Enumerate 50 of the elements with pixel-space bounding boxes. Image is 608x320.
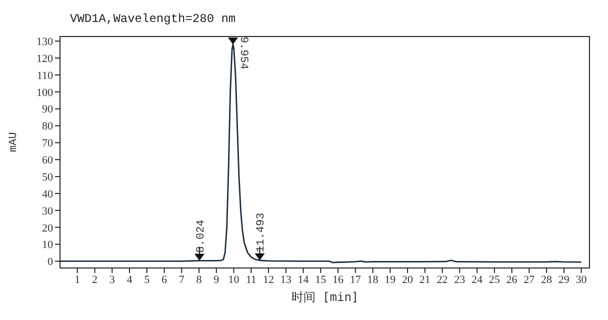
x-tick-label: 14 [298, 274, 310, 286]
y-tick-label: 100 [36, 86, 54, 99]
x-tick-label: 22 [436, 274, 448, 286]
x-tick-label: 19 [384, 274, 396, 286]
x-tick-label: 11 [246, 274, 256, 286]
annotation: 8.024 [195, 219, 208, 253]
y-tick-label: 30 [42, 205, 54, 218]
x-tick-label: 3 [109, 274, 116, 286]
y-tick-label: 60 [42, 154, 54, 167]
x-tick-label: 12 [263, 274, 274, 286]
x-tick-label: 6 [162, 274, 168, 286]
x-tick-label: 18 [367, 274, 379, 286]
x-axis-title: 时间 [min] [291, 290, 359, 304]
y-tick-label: 90 [42, 104, 54, 116]
x-tick-label: 28 [541, 274, 553, 286]
x-tick-label: 4 [126, 274, 133, 286]
y-tick-label: 130 [36, 36, 54, 48]
x-tick-label: 30 [576, 274, 588, 286]
y-tick-label: 0 [48, 256, 54, 268]
x-tick-label: 2 [92, 274, 98, 286]
x-tick-label: 29 [558, 274, 570, 286]
y-tick-label: 120 [36, 52, 54, 65]
y-tick-label: 40 [42, 188, 54, 200]
y-tick-label: 70 [42, 138, 54, 150]
x-tick-label: 17 [350, 274, 362, 286]
x-tick-label: 21 [419, 274, 430, 286]
x-tick-label: 27 [524, 274, 536, 286]
x-tick-label: 23 [454, 274, 466, 286]
x-tick-label: 26 [506, 274, 518, 286]
x-tick-label: 25 [488, 274, 500, 286]
x-tick-label: 8 [196, 274, 202, 286]
annotation: 9.954 [236, 36, 249, 70]
y-tick-label: 10 [42, 239, 54, 252]
x-tick-label: 7 [178, 274, 185, 286]
y-axis-title: mAU [8, 132, 20, 152]
x-tick-label: 5 [144, 274, 150, 286]
y-tick-label: 110 [36, 70, 54, 82]
x-tick-label: 20 [402, 274, 414, 286]
y-tick-label: 80 [42, 120, 54, 133]
x-tick-label: 16 [332, 274, 344, 286]
x-tick-label: 1 [74, 274, 80, 286]
x-tick-label: 9 [214, 274, 220, 286]
y-tick-label: 20 [42, 222, 54, 234]
chart-title: VWD1A,Wavelength=280 nm [70, 12, 236, 26]
x-tick-label: 24 [472, 274, 484, 286]
y-tick-label: 50 [42, 171, 54, 184]
annotation: 11.493 [256, 212, 268, 252]
x-tick-label: 15 [315, 274, 327, 286]
x-tick-label: 13 [280, 274, 292, 286]
x-tick-label: 10 [228, 274, 240, 286]
